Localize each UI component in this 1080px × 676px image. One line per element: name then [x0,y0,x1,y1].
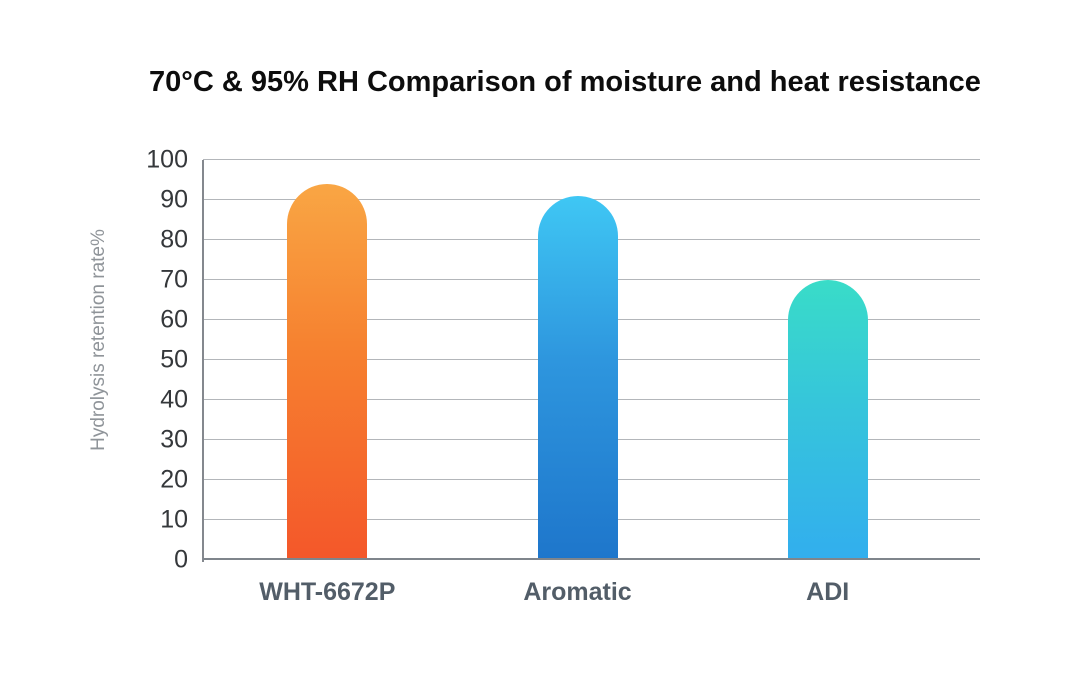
y-tick-label-30: 30 [160,425,188,454]
y-tick-label-50: 50 [160,345,188,374]
y-tick-label-70: 70 [160,265,188,294]
bar-adi [787,280,868,560]
y-tick-label-0: 0 [174,545,188,574]
y-axis-tick-labels: 0 10 20 30 40 50 60 70 80 90 100 [118,147,188,572]
x-axis-line [203,558,980,560]
y-axis-title: Hydrolysis retention rate% [88,229,109,451]
y-axis-line [202,160,204,562]
y-tick-label-40: 40 [160,385,188,414]
bar-wht-6672p [287,184,368,560]
plot-area [203,159,980,560]
y-tick-label-90: 90 [160,185,188,214]
x-axis-category-labels: WHT-6672P Aromatic ADI [203,578,980,618]
y-tick-label-10: 10 [160,505,188,534]
gridline-100 [203,159,980,160]
y-tick-label-60: 60 [160,305,188,334]
x-label-wht-6672p: WHT-6672P [259,578,396,606]
chart-title: 70°C & 95% RH Comparison of moisture and… [149,66,981,98]
x-label-aromatic: Aromatic [523,578,632,606]
y-tick-label-100: 100 [146,145,188,174]
y-tick-label-80: 80 [160,225,188,254]
bar-aromatic [537,196,618,560]
x-label-adi: ADI [806,578,850,606]
y-tick-label-20: 20 [160,465,188,494]
